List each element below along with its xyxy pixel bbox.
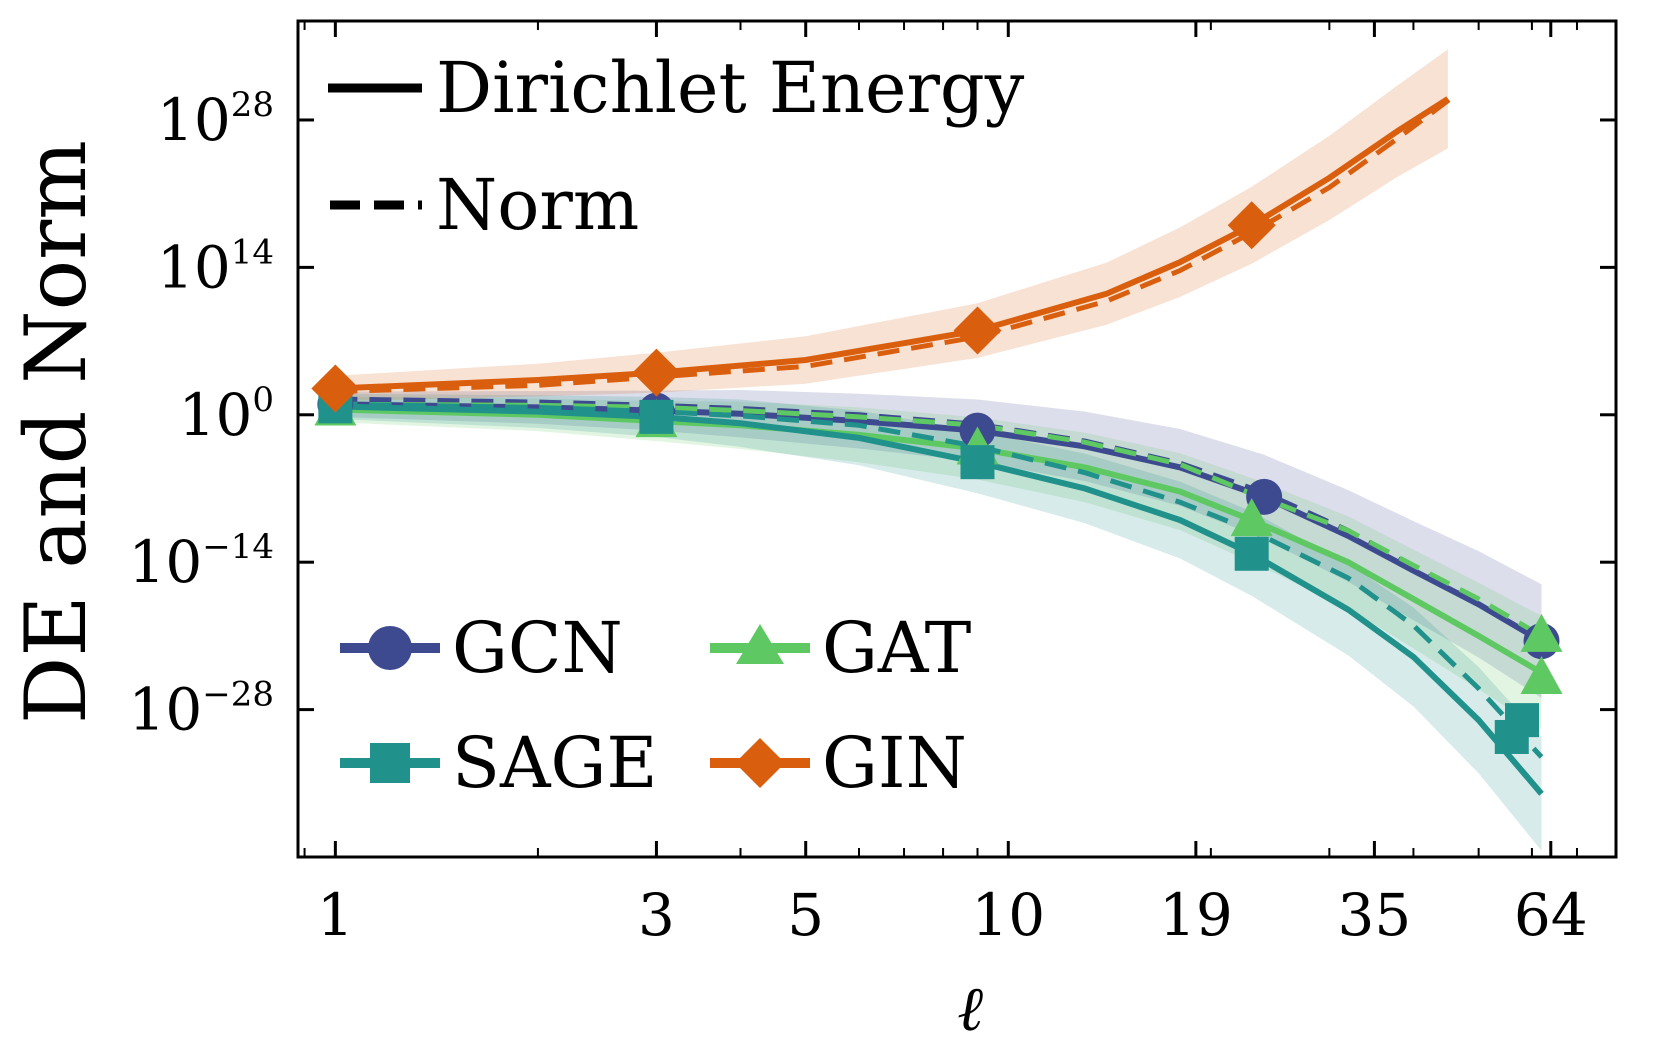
- gat-marker: [1520, 656, 1563, 695]
- gin-de-line: [335, 96, 1450, 392]
- style-legend: Dirichlet Energy Norm: [328, 47, 1025, 246]
- y-tick-label: 1028: [157, 85, 274, 154]
- legend-norm-label: Norm: [436, 164, 639, 246]
- y-axis-title: DE and Norm: [7, 140, 105, 724]
- legend-sage-square-icon: [370, 743, 410, 783]
- x-tick-label: 64: [1514, 881, 1588, 949]
- sage-marker: [639, 399, 674, 434]
- sage-band: [335, 393, 1542, 851]
- legend-gat-triangle-icon: [736, 624, 784, 664]
- gat-marker: [1520, 613, 1563, 652]
- x-tick-label: 10: [971, 881, 1045, 949]
- y-tick-label: 10−14: [128, 527, 274, 596]
- gin-marker: [632, 348, 681, 397]
- gin-marker: [1227, 201, 1276, 250]
- y-tick-label: 100: [179, 380, 274, 449]
- legend-gcn-circle-icon: [368, 626, 412, 670]
- legend-dirichlet-energy-label: Dirichlet Energy: [436, 47, 1025, 129]
- y-axis: 1028 1014 100 10−14 10−28: [128, 85, 1616, 744]
- gat-marker: [1230, 498, 1273, 537]
- legend-gin-diamond-icon: [735, 738, 785, 788]
- gcn-band: [335, 390, 1542, 698]
- legend-sage-label: SAGE: [452, 722, 658, 804]
- series-legend: GCN GAT SAGE GIN: [340, 607, 971, 804]
- legend-item-gin: GIN: [710, 722, 967, 804]
- x-axis: 1 3 5 10 19 35 64: [303, 21, 1617, 949]
- legend-gin-label: GIN: [822, 722, 967, 804]
- legend-item-sage: SAGE: [340, 722, 658, 804]
- plot-frame: [296, 19, 1618, 859]
- series-markers: [311, 201, 1563, 754]
- legend-gat-label: GAT: [822, 607, 971, 689]
- y-tick-label: 10−28: [128, 675, 274, 744]
- y-tick-label: 1014: [157, 232, 274, 301]
- sage-marker: [1494, 719, 1529, 754]
- legend-item-gat: GAT: [710, 607, 971, 689]
- x-tick-label: 35: [1337, 881, 1411, 949]
- legend-item-gcn: GCN: [340, 607, 623, 689]
- gat-band: [335, 396, 1542, 730]
- gin-band: [335, 49, 1448, 402]
- gin-marker: [311, 364, 360, 413]
- x-tick-label: 5: [787, 881, 824, 949]
- legend-gcn-label: GCN: [452, 607, 623, 689]
- x-axis-title: ℓ: [957, 972, 983, 1045]
- sage-marker: [1234, 536, 1269, 571]
- x-tick-label: 3: [638, 881, 675, 949]
- x-tick-label: 19: [1159, 881, 1233, 949]
- sage-marker: [960, 445, 995, 480]
- gin-norm-line: [335, 93, 1456, 395]
- uncertainty-bands: [335, 49, 1542, 851]
- x-tick-label: 1: [317, 881, 354, 949]
- gin-marker: [953, 306, 1002, 355]
